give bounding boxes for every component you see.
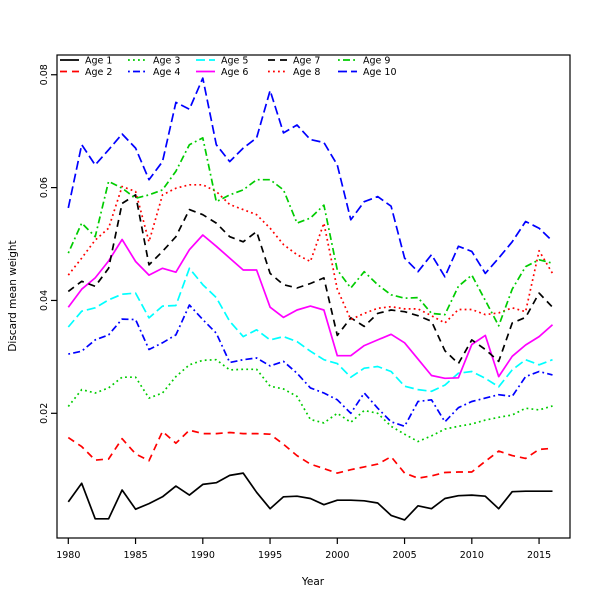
y-tick-label: 0.02 <box>39 403 50 424</box>
legend-item-label: Age 1 <box>85 55 112 66</box>
x-tick-label: 2000 <box>325 550 349 561</box>
x-tick-label: 1990 <box>191 550 215 561</box>
legend-item-age-4: Age 4 <box>128 67 180 78</box>
legend-item-label: Age 7 <box>293 55 320 66</box>
series-line-age-6 <box>67 234 554 380</box>
x-tick-label: 1985 <box>123 550 147 561</box>
series-line-age-7 <box>67 194 554 365</box>
x-tick-label: 2010 <box>460 550 484 561</box>
legend-item-age-6: Age 6 <box>196 67 248 78</box>
legend-item-age-8: Age 8 <box>268 67 320 78</box>
legend-item-label: Age 10 <box>363 67 396 78</box>
legend-item-age-9: Age 9 <box>338 55 390 66</box>
legend-item-label: Age 3 <box>153 55 180 66</box>
plot-border <box>56 54 571 539</box>
series-line-age-2 <box>67 429 553 480</box>
legend-item-age-1: Age 1 <box>60 55 112 66</box>
y-tick-label: 0.08 <box>39 64 50 85</box>
x-axis-title: Year <box>301 576 325 588</box>
series-line-age-10 <box>67 77 554 278</box>
y-tick-label: 0.04 <box>39 290 50 311</box>
x-axis: 1980 1985 1990 1995 2000 2005 2010 2015 <box>56 538 551 561</box>
legend-item-age-10: Age 10 <box>338 67 396 78</box>
series-line-age-5 <box>67 267 553 393</box>
legend-item-age-5: Age 5 <box>196 55 248 66</box>
series-line-age-1 <box>67 472 553 521</box>
series-line-age-4 <box>68 304 553 428</box>
legend-item-label: Age 5 <box>221 55 248 66</box>
x-tick-label: 1980 <box>56 550 80 561</box>
y-axis-title: Discard mean weight <box>7 240 19 351</box>
series-line-age-3 <box>67 358 553 443</box>
series-lines <box>67 77 554 521</box>
x-tick-label: 2005 <box>392 550 416 561</box>
legend-item-age-3: Age 3 <box>128 55 180 66</box>
legend-item-label: Age 8 <box>293 67 320 78</box>
x-tick-label: 1995 <box>258 550 282 561</box>
y-axis: 0.02 0.04 0.06 0.08 <box>39 64 57 424</box>
y-tick-label: 0.06 <box>39 177 50 198</box>
legend-item-label: Age 4 <box>153 67 180 78</box>
legend-item-label: Age 9 <box>363 55 390 66</box>
legend-item-age-2: Age 2 <box>60 67 112 78</box>
x-tick-label: 2015 <box>527 550 551 561</box>
legend-item-age-7: Age 7 <box>268 55 320 66</box>
legend-item-label: Age 6 <box>221 67 248 78</box>
legend-item-label: Age 2 <box>85 67 112 78</box>
